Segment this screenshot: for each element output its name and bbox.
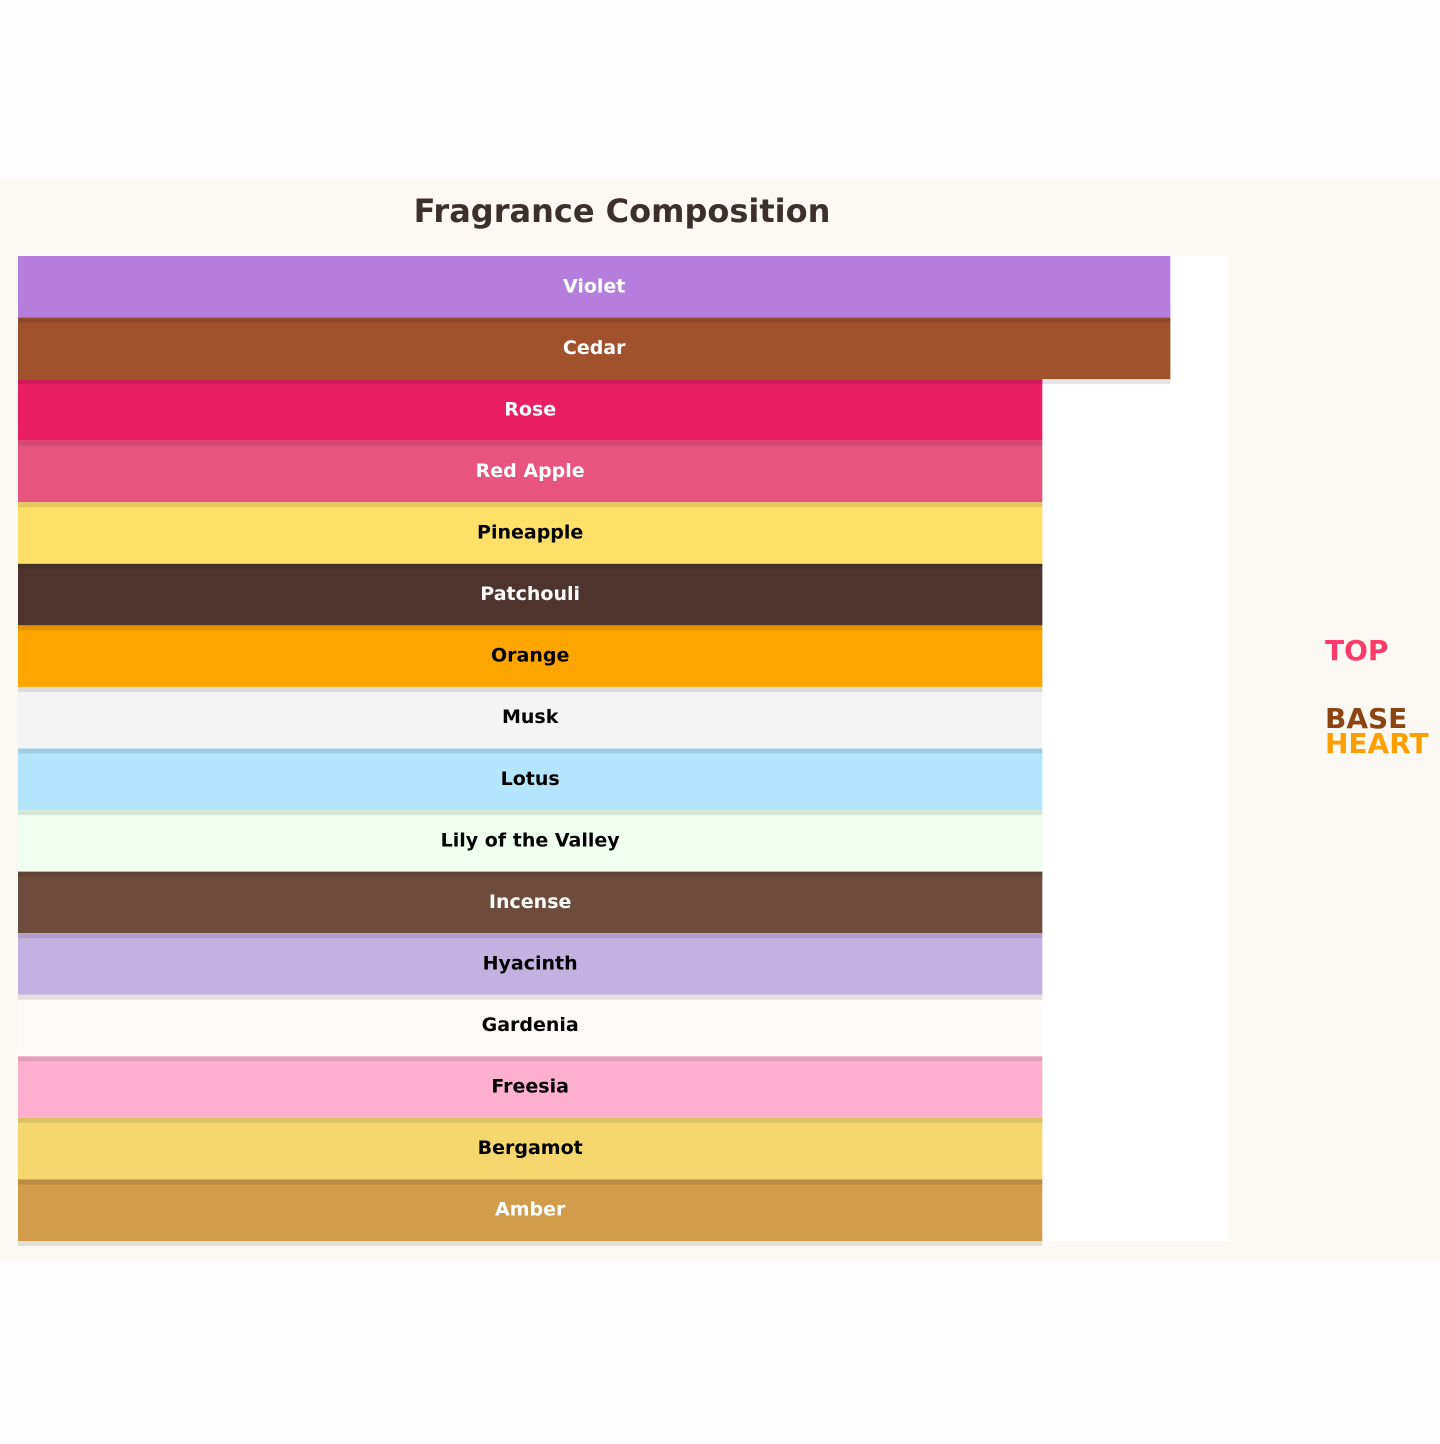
bar-shadow (18, 994, 1043, 1000)
bar-shadow (18, 440, 1043, 446)
bar (18, 748, 1043, 811)
bar (18, 686, 1043, 749)
bar-label: Cedar (563, 337, 626, 359)
bar (18, 625, 1043, 687)
bar-label: Musk (502, 706, 559, 728)
bar-shadow (18, 317, 1171, 323)
bar-shadow (18, 810, 1043, 816)
bar-label: Lotus (501, 768, 560, 790)
bar-shadow (18, 625, 1043, 631)
bar-shadow (18, 933, 1043, 939)
bar (18, 871, 1043, 934)
bar (18, 1056, 1043, 1118)
bar (18, 317, 1171, 380)
bar-label: Lily of the Valley (441, 829, 621, 851)
bar (18, 379, 1043, 441)
bar-shadow (18, 748, 1043, 754)
bar (18, 1179, 1043, 1241)
bar-shadow (18, 1179, 1043, 1185)
bar-label: Amber (495, 1199, 566, 1221)
legend-label: BASE (1325, 702, 1407, 735)
bar-label: Red Apple (476, 460, 585, 482)
bar-label: Rose (504, 398, 556, 420)
bar-shadow (18, 686, 1043, 692)
legend-label: TOP (1325, 634, 1388, 667)
bar (18, 1117, 1043, 1180)
bar-shadow (18, 502, 1043, 508)
bar (18, 933, 1043, 995)
bar (18, 256, 1171, 318)
bar (18, 563, 1043, 626)
bar-label: Orange (491, 645, 569, 667)
bar-label: Hyacinth (483, 952, 578, 974)
bar-label: Bergamot (478, 1137, 583, 1159)
bar-shadow (18, 871, 1043, 877)
bar (18, 994, 1043, 1057)
bar-label: Incense (489, 891, 571, 913)
bar-shadow (18, 563, 1043, 569)
bar-label: Gardenia (482, 1014, 579, 1036)
bar-label: Pineapple (477, 522, 583, 544)
bar-shadow (18, 379, 1171, 385)
bar-label: Patchouli (480, 583, 580, 605)
bar-label: Violet (563, 275, 625, 297)
bar-shadow (18, 1117, 1043, 1123)
bar-shadow (18, 1056, 1043, 1062)
bar (18, 810, 1043, 872)
bar-shadow (18, 1241, 1043, 1246)
bar (18, 502, 1043, 564)
legend-label: HEART (1325, 727, 1429, 760)
chart-title: Fragrance Composition (414, 192, 831, 230)
bar (18, 440, 1043, 503)
bar-label: Freesia (491, 1076, 569, 1098)
